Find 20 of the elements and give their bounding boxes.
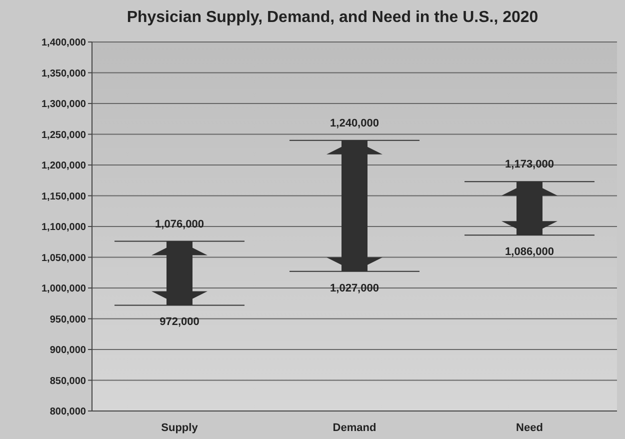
annotation: 1,086,000 <box>505 246 554 258</box>
x-tick-label: Demand <box>332 422 376 434</box>
y-tick-label: 1,100,000 <box>42 222 86 233</box>
y-tick-label: 1,250,000 <box>42 130 86 141</box>
y-tick-label: 1,050,000 <box>42 252 86 264</box>
y-tick-label: 900,000 <box>50 345 86 356</box>
x-tick-label: Need <box>516 422 543 434</box>
y-tick-label: 1,300,000 <box>42 99 86 110</box>
annotation: 972,000 <box>160 316 200 328</box>
y-tick-label: 1,350,000 <box>42 68 86 80</box>
annotation: 1,240,000 <box>330 117 379 130</box>
y-tick-label: 800,000 <box>50 406 86 418</box>
chart-title: Physician Supply, Demand, and Need in the U.S., 2020 <box>126 9 538 26</box>
y-tick-label: 1,000,000 <box>42 284 86 294</box>
y-tick-label: 950,000 <box>50 314 86 326</box>
y-tick-label: 1,150,000 <box>42 191 86 202</box>
y-tick-label: 1,400,000 <box>42 38 86 48</box>
x-tick-label: Supply <box>161 422 199 434</box>
y-tick-label: 850,000 <box>50 376 86 387</box>
y-tick-label: 1,200,000 <box>42 160 86 172</box>
